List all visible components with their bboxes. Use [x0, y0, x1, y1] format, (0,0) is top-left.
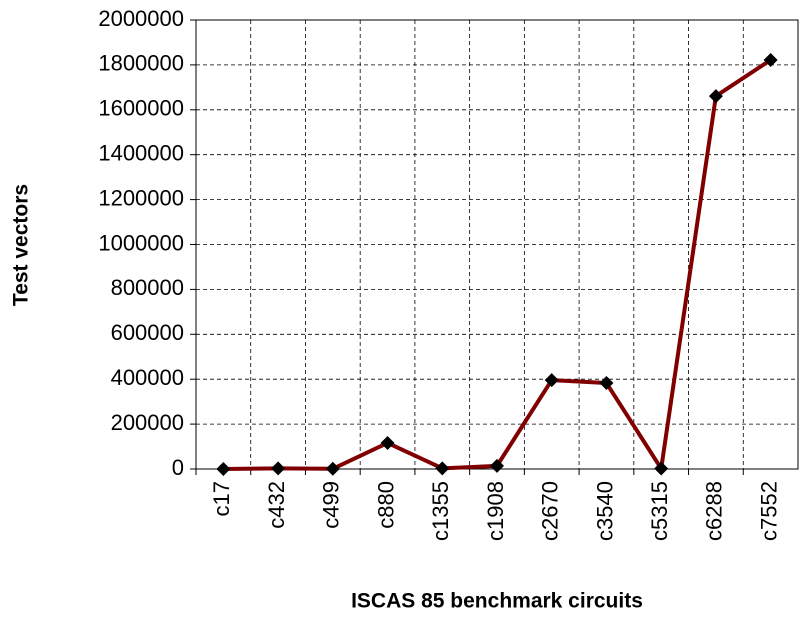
marker	[490, 458, 504, 473]
y-tick-label: 1600000	[98, 96, 184, 121]
marker	[435, 461, 450, 476]
marker	[654, 461, 669, 476]
y-axis-title: Test vectors	[10, 184, 33, 306]
x-tick-label: c432	[264, 481, 289, 529]
marker	[599, 376, 614, 391]
y-tick-label: 2000000	[98, 6, 184, 31]
marker	[708, 89, 723, 104]
y-tick-label: 600000	[111, 320, 184, 345]
x-tick-label: c17	[209, 481, 234, 516]
marker	[325, 461, 340, 476]
marker	[380, 435, 395, 450]
y-tick-label: 200000	[111, 410, 184, 435]
y-tick-label: 0	[172, 455, 184, 480]
marker	[544, 373, 559, 388]
x-tick-label: c880	[373, 481, 398, 529]
marker	[271, 461, 286, 476]
x-tick-label: c6288	[702, 481, 727, 541]
x-tick-label: c7552	[756, 481, 781, 541]
x-tick-label: c1908	[483, 481, 508, 541]
x-tick-label: c5315	[647, 481, 672, 541]
marker	[763, 52, 778, 67]
y-tick-label: 1400000	[98, 141, 184, 166]
x-tick-label: c499	[319, 481, 344, 529]
x-tick-label: c1355	[428, 481, 453, 541]
y-tick-label: 800000	[111, 275, 184, 300]
y-tick-label: 1000000	[98, 230, 184, 255]
y-tick-label: 1800000	[98, 51, 184, 76]
x-axis-title: ISCAS 85 benchmark circuits	[351, 590, 643, 613]
marker	[216, 462, 231, 476]
y-tick-label: 400000	[111, 365, 184, 390]
y-tick-label: 1200000	[98, 185, 184, 210]
x-tick-label: c3540	[592, 481, 617, 541]
x-tick-label: c2670	[538, 481, 563, 541]
